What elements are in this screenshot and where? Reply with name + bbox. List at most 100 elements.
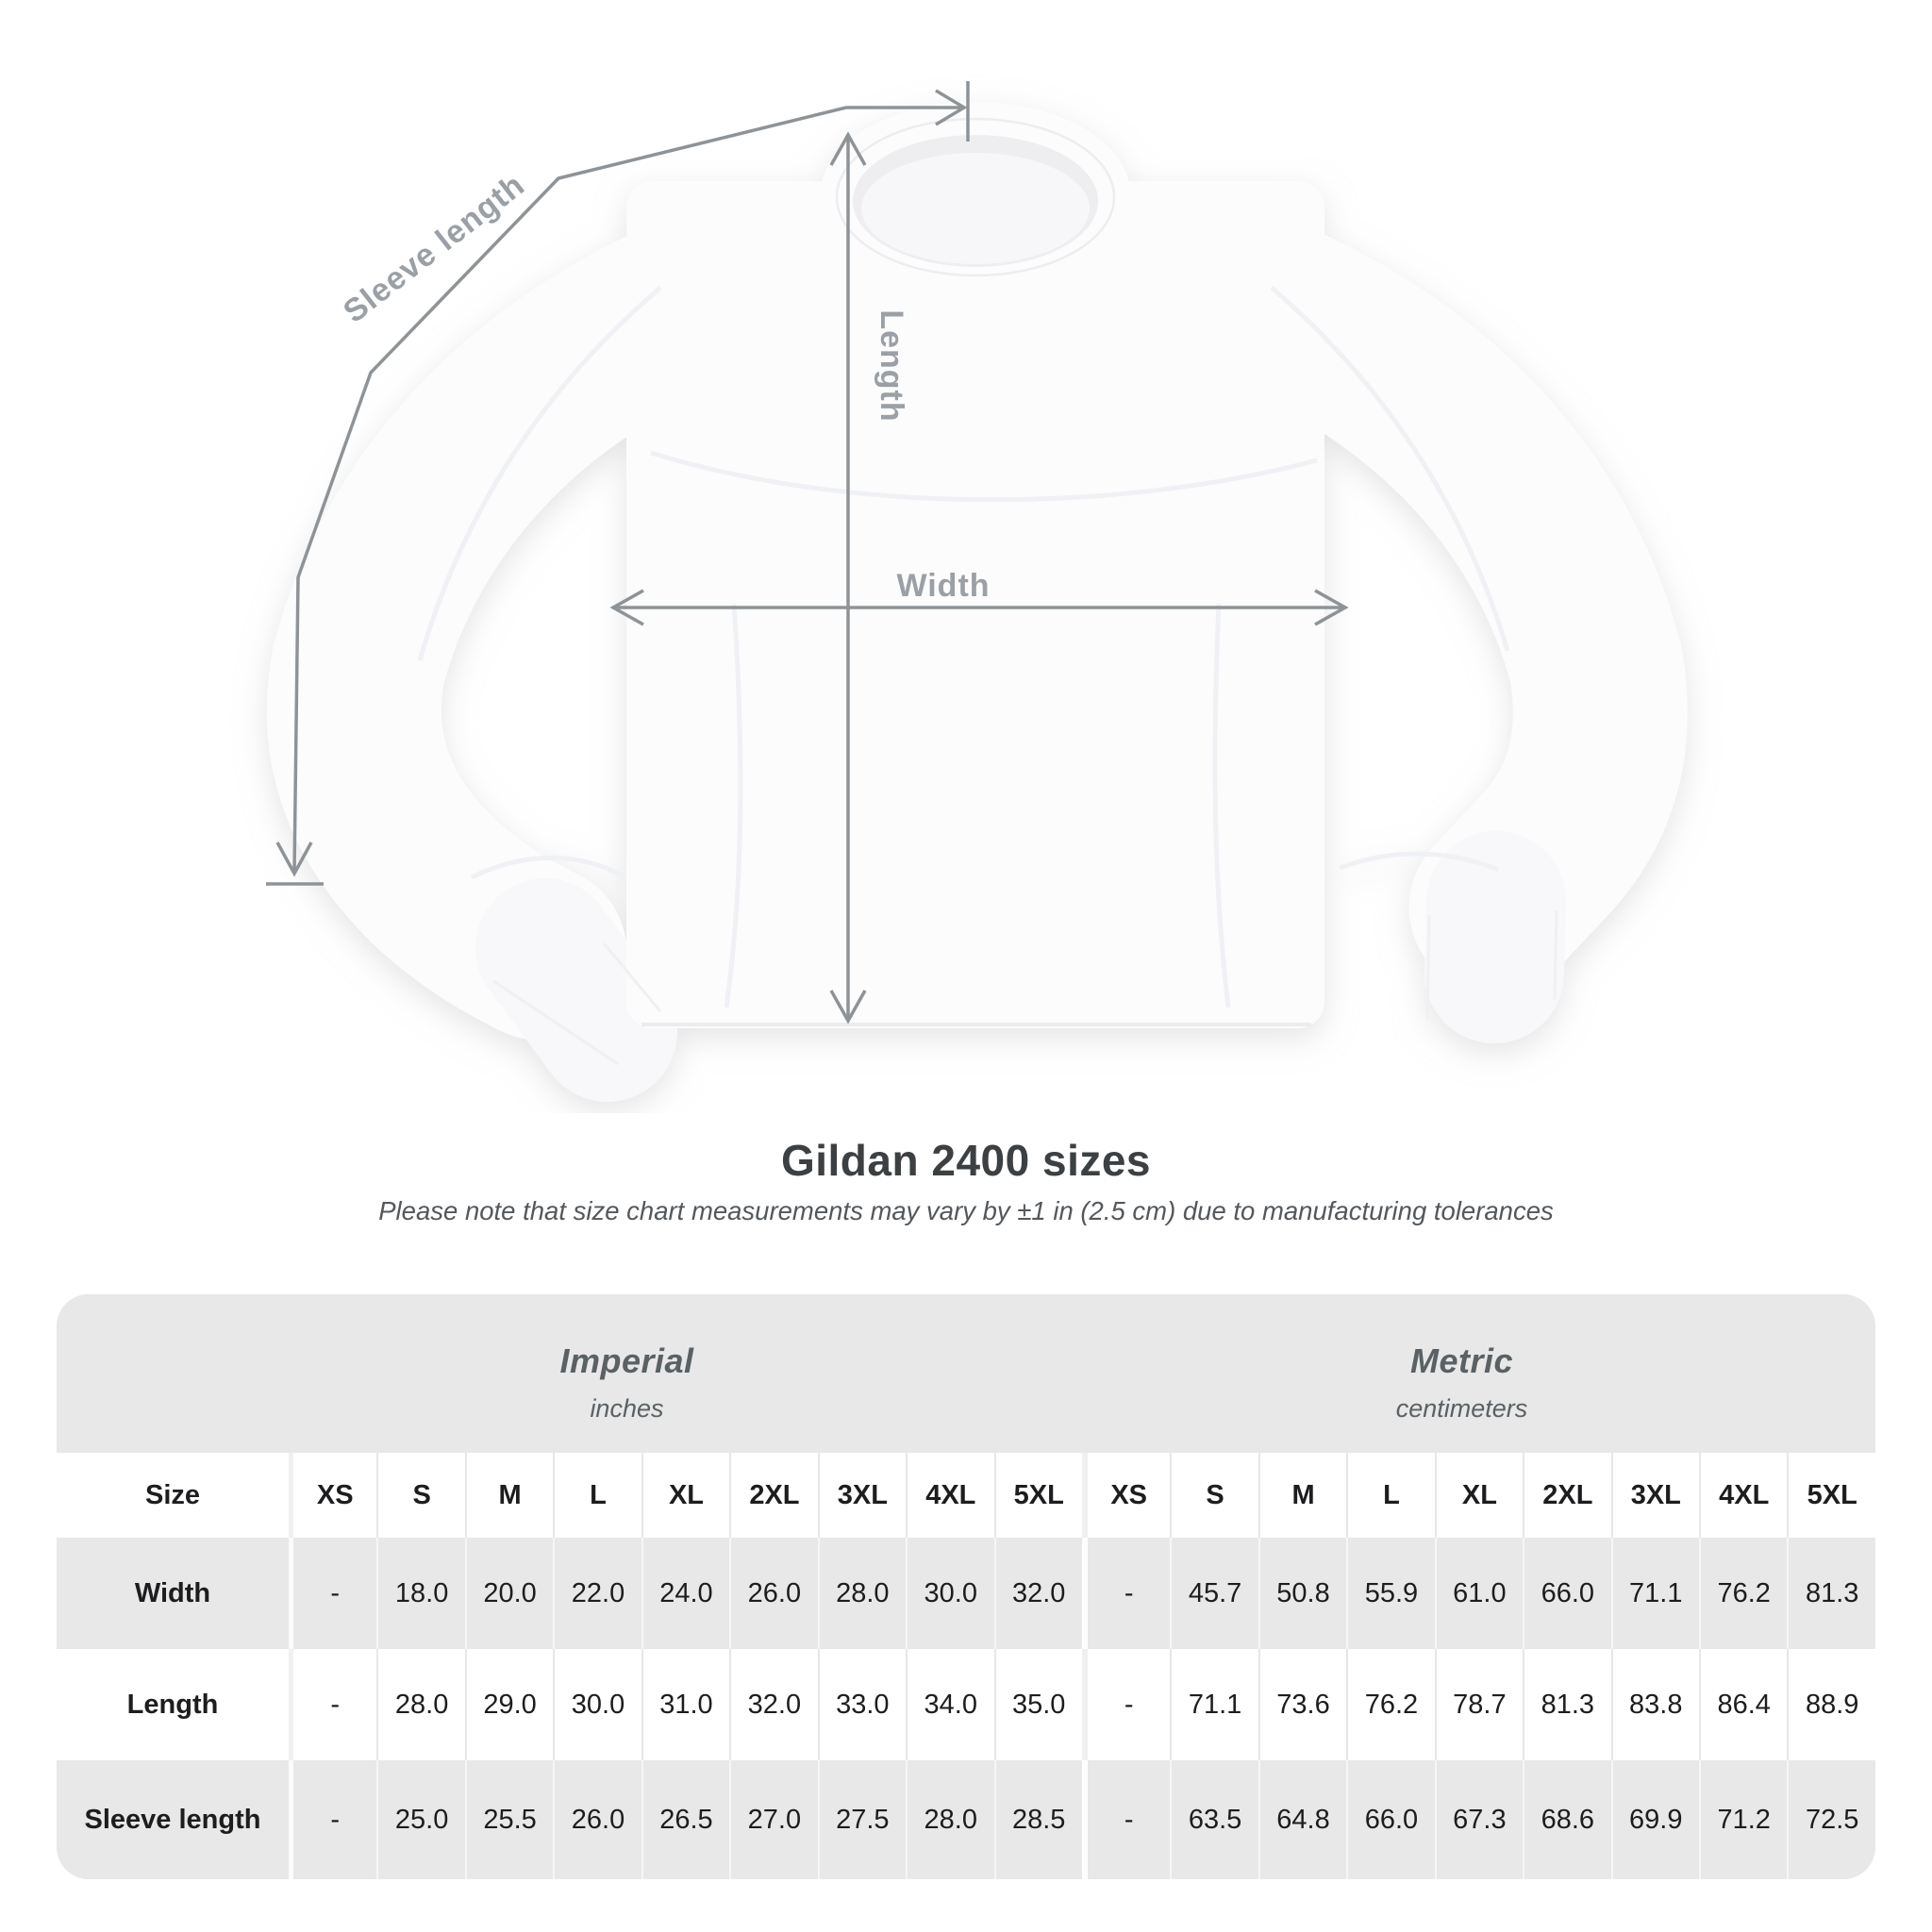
length-label: Length [874,309,909,422]
left-sleeve [266,191,842,1041]
fabric-creases [417,286,1510,1008]
cell: 27.5 [817,1760,907,1879]
width-arrowhead-left-icon [609,589,644,626]
cell: - [289,1760,377,1879]
cell: 61.0 [1434,1538,1524,1649]
cell: 33.0 [817,1649,907,1760]
cell: 76.2 [1346,1649,1435,1760]
cell: 88.9 [1787,1649,1875,1760]
col-header: XL [641,1453,730,1538]
cell: 45.7 [1170,1538,1258,1649]
cell: 30.0 [553,1649,641,1760]
cell: 32.0 [993,1538,1082,1649]
cell: 28.0 [376,1649,465,1760]
cell: 71.1 [1610,1538,1699,1649]
cell: 25.0 [376,1760,465,1879]
row-label: Sleeve length [57,1760,289,1879]
cell: 81.3 [1787,1538,1875,1649]
metric-group-header: Metric centimeters [1081,1294,1875,1453]
sleeve-arrowhead-down-icon [275,841,313,877]
cell: 50.8 [1257,1538,1347,1649]
col-header: 5XL [1787,1453,1875,1538]
size-header-label: Size [57,1453,289,1538]
shirt-mockup [266,102,1688,1102]
cell: 27.0 [729,1760,818,1879]
shirt-figure: Sleeve length Length Width [266,81,1688,1102]
cell: 68.6 [1523,1760,1611,1879]
cell: - [289,1538,377,1649]
cell: 28.5 [993,1760,1082,1879]
col-header: 3XL [817,1453,907,1538]
col-header: 4XL [1699,1453,1788,1538]
metric-unit: centimeters [1395,1393,1528,1423]
left-cuff [475,878,677,1102]
col-header: 2XL [1523,1453,1611,1538]
col-header: 3XL [1610,1453,1699,1538]
cell: 30.0 [906,1538,994,1649]
col-header: L [1346,1453,1435,1538]
sleeve-length-row: Sleeve length - 25.0 25.5 26.0 26.5 27.0… [57,1760,1875,1879]
cell: 78.7 [1434,1649,1524,1760]
col-header: M [464,1453,554,1538]
col-header: 5XL [993,1453,1082,1538]
cell: - [1081,1538,1171,1649]
cell: 55.9 [1346,1538,1435,1649]
imperial-unit: inches [590,1393,664,1423]
width-label: Width [896,568,990,604]
sleeve-length-line [292,106,962,873]
col-header: 2XL [729,1453,818,1538]
cell: - [1081,1649,1171,1760]
cell: 26.5 [641,1760,730,1879]
cell: 66.0 [1523,1538,1611,1649]
cell: - [1081,1760,1171,1879]
left-cuff-ribs [492,942,662,1066]
cell: 34.0 [906,1649,994,1760]
cell: 67.3 [1434,1760,1524,1879]
cell: 35.0 [993,1649,1082,1760]
length-arrowhead-down-icon [829,990,867,1024]
row-label: Width [57,1538,289,1649]
size-table: Imperial inches Metric centimeters Size … [57,1294,1875,1879]
row-label: Length [57,1649,289,1760]
shirt-body [626,181,1324,1028]
col-header: S [1170,1453,1258,1538]
cell: 28.0 [817,1538,907,1649]
col-header: XS [289,1453,377,1538]
cell: 71.1 [1170,1649,1258,1760]
cell: 73.6 [1257,1649,1347,1760]
cell: 28.0 [906,1760,994,1879]
collar-seam [835,117,1116,277]
col-header: 4XL [906,1453,994,1538]
width-arrowhead-right-icon [1314,589,1349,626]
collar-back [861,153,1090,264]
col-header: XL [1434,1453,1524,1538]
length-arrowhead-up-icon [829,131,867,166]
size-header-row: Size XS S M L XL 2XL 3XL 4XL 5XL XS S M … [57,1453,1875,1538]
cell: 63.5 [1170,1760,1258,1879]
col-header: XS [1081,1453,1171,1538]
imperial-group-header: Imperial inches [289,1294,1082,1453]
right-cuff [1424,831,1566,1043]
sleeve-arrowhead-right-icon [935,89,968,126]
cell: 64.8 [1257,1760,1347,1879]
cell: 81.3 [1523,1649,1611,1760]
size-table-grid: Imperial inches Metric centimeters Size … [57,1294,1875,1879]
metric-label: Metric [1409,1341,1513,1380]
cell: 24.0 [641,1538,730,1649]
imperial-label: Imperial [559,1341,694,1380]
cell: 72.5 [1787,1760,1875,1879]
cell: 83.8 [1610,1649,1699,1760]
unit-group-row: Imperial inches Metric centimeters [57,1294,1875,1453]
page-title: Gildan 2400 sizes [780,1136,1152,1185]
cell: 26.0 [729,1538,818,1649]
cell: 20.0 [464,1538,554,1649]
cell: 71.2 [1699,1760,1788,1879]
cell: 18.0 [376,1538,465,1649]
cell: 29.0 [464,1649,554,1760]
length-row: Length - 28.0 29.0 30.0 31.0 32.0 33.0 3… [57,1649,1875,1760]
cell: 76.2 [1699,1538,1788,1649]
tolerance-note: Please note that size chart measurements… [378,1196,1554,1225]
cell: 86.4 [1699,1649,1788,1760]
cell: 25.5 [464,1760,554,1879]
